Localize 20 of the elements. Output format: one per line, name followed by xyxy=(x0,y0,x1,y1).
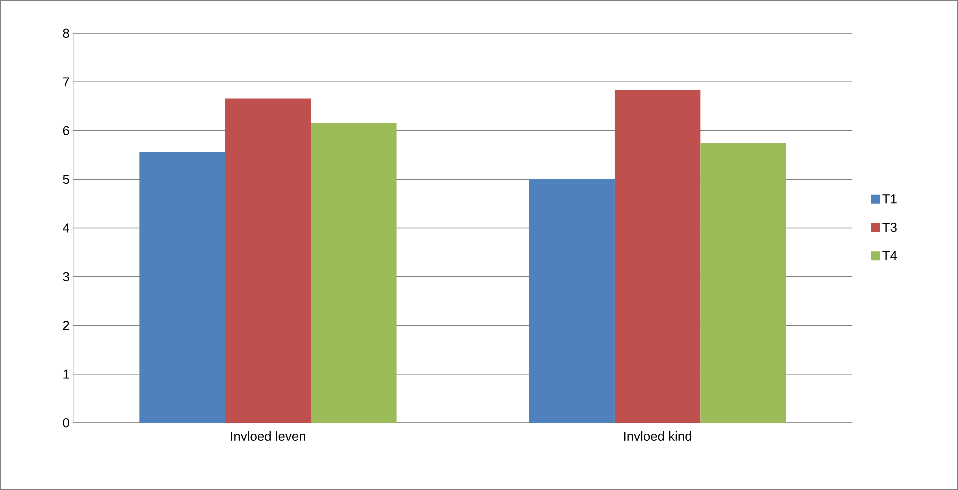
y-tick-label: 5 xyxy=(63,174,70,184)
y-tick-label: 6 xyxy=(63,126,70,136)
bar xyxy=(225,98,312,423)
bar xyxy=(311,123,397,423)
legend-label: T3 xyxy=(882,222,897,232)
y-tick-label: 4 xyxy=(63,224,70,232)
x-tick-label: Invloed leven xyxy=(231,431,306,441)
y-tick-label: 2 xyxy=(63,320,70,330)
y-tick-label: 3 xyxy=(63,272,70,282)
bar xyxy=(529,179,615,423)
legend-label: T4 xyxy=(882,251,898,260)
bar xyxy=(614,90,701,423)
y-tick-label: 7 xyxy=(63,77,70,86)
y-tick-label: 0 xyxy=(63,418,70,428)
bar xyxy=(700,143,786,423)
y-tick-label: 8 xyxy=(63,28,70,38)
bar xyxy=(140,152,226,423)
y-tick-label: 1 xyxy=(64,370,70,379)
legend-label: T1 xyxy=(882,194,897,204)
x-tick-label: Invloed kind xyxy=(624,431,692,441)
